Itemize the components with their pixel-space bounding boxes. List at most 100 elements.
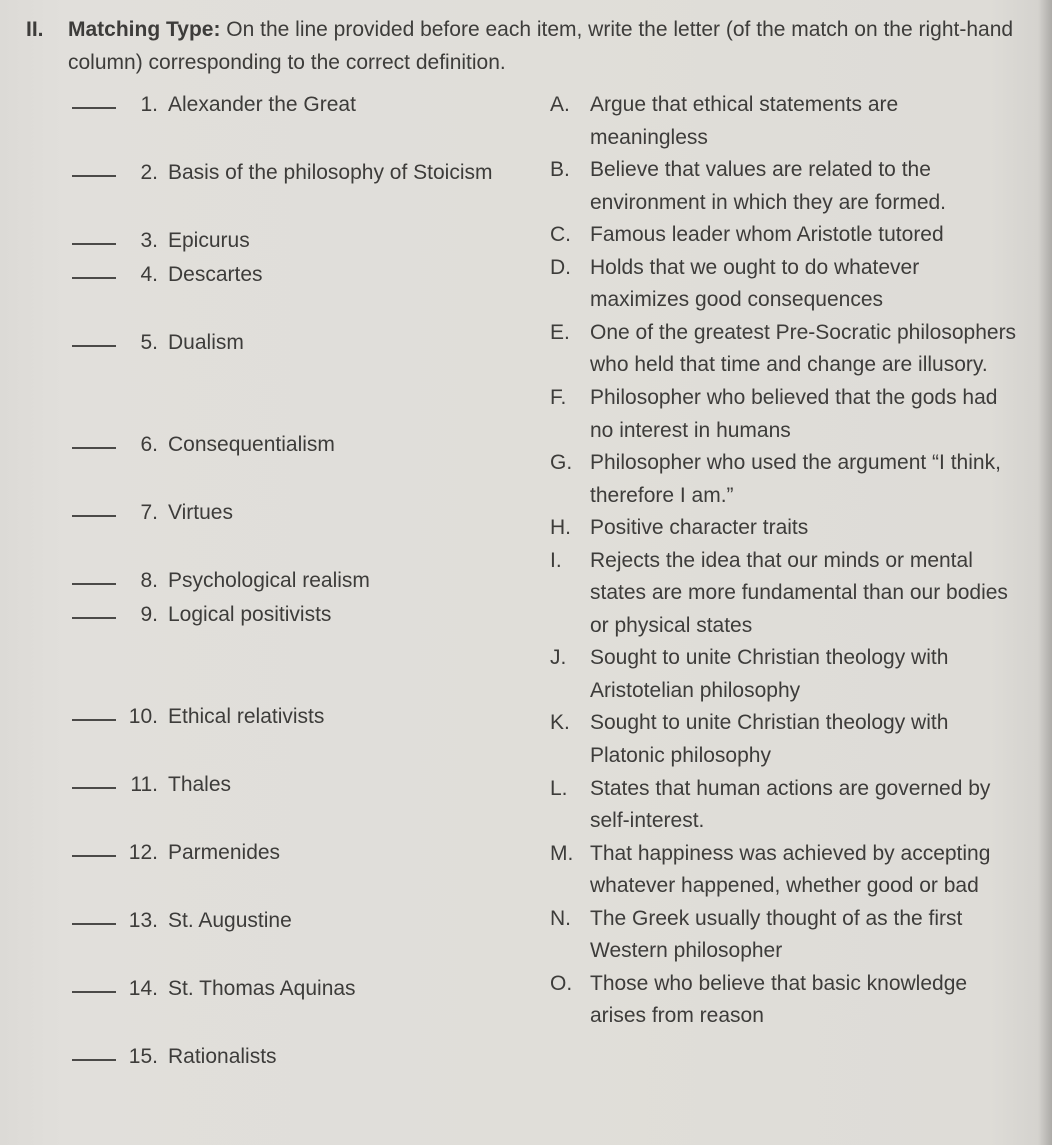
definition-row: I. Rejects the idea that our minds or men…: [550, 545, 1026, 643]
term-number: 14.: [128, 973, 158, 1006]
term-text: Virtues: [168, 497, 542, 530]
worksheet-page: II. Matching Type: On the line provided …: [0, 0, 1052, 1145]
definition-letter: F.: [550, 382, 576, 415]
definition-text: Philosopher who believed that the gods h…: [590, 382, 1026, 447]
term-number: 8.: [128, 565, 158, 598]
definition-letter: O.: [550, 968, 576, 1001]
definition-letter: C.: [550, 219, 576, 252]
definition-text: That happiness was achieved by accepting…: [590, 838, 1026, 903]
term-number: 10.: [128, 701, 158, 734]
answer-blank[interactable]: [72, 447, 116, 449]
term-text: St. Thomas Aquinas: [168, 973, 542, 1006]
definition-letter: D.: [550, 252, 576, 285]
definition-text: Argue that ethical statements are meanin…: [590, 89, 1026, 154]
term-number: 7.: [128, 497, 158, 530]
term-text: Ethical relativists: [168, 701, 542, 734]
definition-row: J. Sought to unite Christian theology wit…: [550, 642, 1026, 707]
answer-blank[interactable]: [72, 583, 116, 585]
term-number: 3.: [128, 225, 158, 258]
definition-letter: M.: [550, 838, 576, 871]
definition-letter: I.: [550, 545, 576, 578]
definition-letter: N.: [550, 903, 576, 936]
term-row: 13. St. Augustine: [72, 905, 542, 973]
definition-row: O.Those who believe that basic knowledge…: [550, 968, 1026, 1033]
term-text: Parmenides: [168, 837, 542, 870]
term-row: 14. St. Thomas Aquinas: [72, 973, 542, 1041]
term-row: 2. Basis of the philosophy of Stoicism: [72, 157, 542, 225]
answer-blank[interactable]: [72, 617, 116, 619]
definition-text: States that human actions are governed b…: [590, 773, 1026, 838]
definition-text: Rejects the idea that our minds or menta…: [590, 545, 1026, 643]
answer-blank[interactable]: [72, 1059, 116, 1061]
term-text: St. Augustine: [168, 905, 542, 938]
definition-letter: L.: [550, 773, 576, 806]
term-text: Basis of the philosophy of Stoicism: [168, 157, 542, 190]
term-text: Thales: [168, 769, 542, 802]
definition-row: M. That happiness was achieved by accepti…: [550, 838, 1026, 903]
term-text: Psychological realism: [168, 565, 542, 598]
term-row: 1. Alexander the Great: [72, 89, 542, 157]
definition-text: Famous leader whom Aristotle tutored: [590, 219, 1026, 252]
definition-row: G. Philosopher who used the argument “I t…: [550, 447, 1026, 512]
term-row: 15.Rationalists: [72, 1041, 542, 1109]
definition-row: F. Philosopher who believed that the gods…: [550, 382, 1026, 447]
definition-row: C. Famous leader whom Aristotle tutored: [550, 219, 1026, 252]
section-roman: II.: [26, 14, 54, 79]
term-row: 9. Logical positivists: [72, 599, 542, 701]
term-row: 12. Parmenides: [72, 837, 542, 905]
instructions-block: II. Matching Type: On the line provided …: [26, 14, 1026, 79]
term-row: 7. Virtues: [72, 497, 542, 565]
term-text: Descartes: [168, 259, 542, 292]
term-row: 8. Psychological realism: [72, 565, 542, 599]
term-number: 1.: [128, 89, 158, 122]
definition-letter: B.: [550, 154, 576, 187]
answer-blank[interactable]: [72, 345, 116, 347]
term-row: 11. Thales: [72, 769, 542, 837]
answer-blank[interactable]: [72, 277, 116, 279]
answer-blank[interactable]: [72, 107, 116, 109]
term-number: 11.: [128, 769, 158, 802]
definition-letter: A.: [550, 89, 576, 122]
definition-text: Holds that we ought to do whatever maxim…: [590, 252, 1026, 317]
term-number: 6.: [128, 429, 158, 462]
answer-blank[interactable]: [72, 515, 116, 517]
definition-text: Believe that values are related to the e…: [590, 154, 1026, 219]
term-row: 5.Dualism: [72, 327, 542, 429]
answer-blank[interactable]: [72, 243, 116, 245]
terms-column: 1. Alexander the Great 2. Basis of the phil…: [72, 89, 542, 1109]
answer-blank[interactable]: [72, 787, 116, 789]
definition-row: H. Positive character traits: [550, 512, 1026, 545]
answer-blank[interactable]: [72, 991, 116, 993]
term-number: 12.: [128, 837, 158, 870]
term-row: 6.Consequentialism: [72, 429, 542, 497]
definition-text: Positive character traits: [590, 512, 1026, 545]
definition-row: K.Sought to unite Christian theology wit…: [550, 707, 1026, 772]
term-text: Logical positivists: [168, 599, 542, 632]
term-number: 2.: [128, 157, 158, 190]
definition-text: Philosopher who used the argument “I thi…: [590, 447, 1026, 512]
instructions-text: Matching Type: On the line provided befo…: [68, 14, 1026, 79]
term-text: Alexander the Great: [168, 89, 542, 122]
definition-row: A. Argue that ethical statements are mean…: [550, 89, 1026, 154]
answer-blank[interactable]: [72, 719, 116, 721]
definition-row: L. States that human actions are governed…: [550, 773, 1026, 838]
term-row: 4. Descartes: [72, 259, 542, 327]
definition-letter: J.: [550, 642, 576, 675]
definition-letter: E.: [550, 317, 576, 350]
definition-row: E.One of the greatest Pre-Socratic philo…: [550, 317, 1026, 382]
definitions-column: A. Argue that ethical statements are mean…: [550, 89, 1026, 1109]
definition-text: Sought to unite Christian theology with …: [590, 707, 1026, 772]
term-number: 5.: [128, 327, 158, 360]
definition-text: Sought to unite Christian theology with …: [590, 642, 1026, 707]
matching-columns: 1. Alexander the Great 2. Basis of the phil…: [72, 89, 1026, 1109]
definition-letter: G.: [550, 447, 576, 480]
definition-letter: H.: [550, 512, 576, 545]
term-text: Epicurus: [168, 225, 542, 258]
term-number: 13.: [128, 905, 158, 938]
answer-blank[interactable]: [72, 923, 116, 925]
term-row: 10. Ethical relativists: [72, 701, 542, 769]
term-number: 4.: [128, 259, 158, 292]
term-number: 9.: [128, 599, 158, 632]
answer-blank[interactable]: [72, 175, 116, 177]
answer-blank[interactable]: [72, 855, 116, 857]
